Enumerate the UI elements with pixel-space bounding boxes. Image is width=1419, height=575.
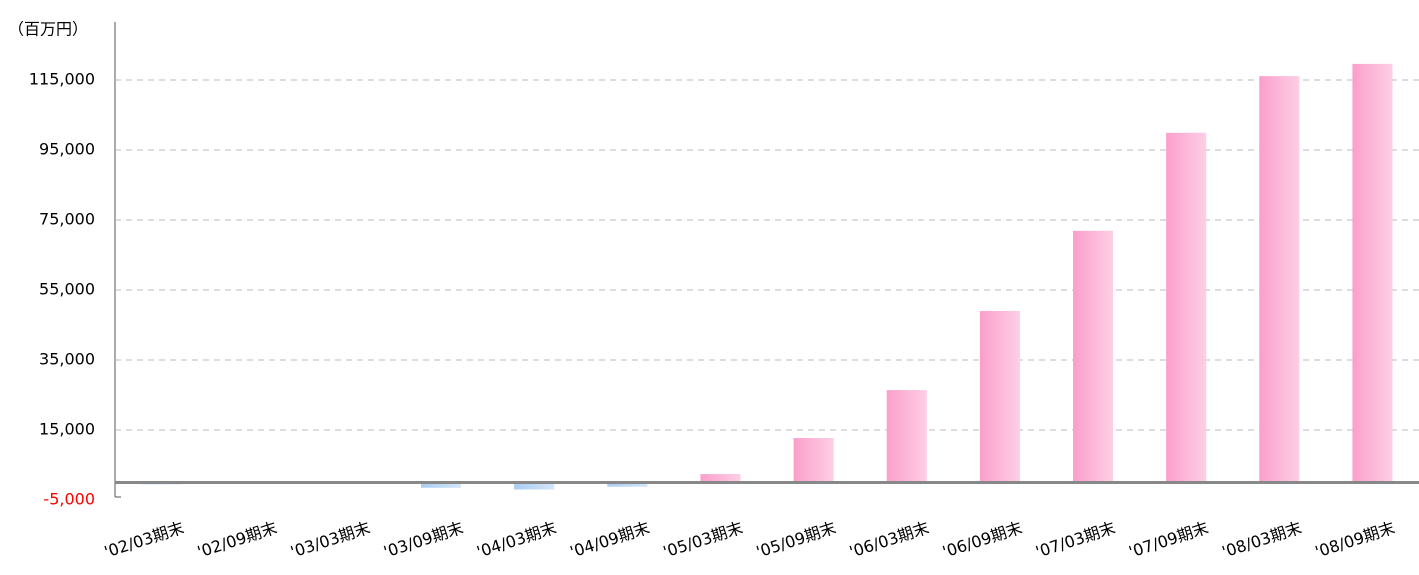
y-unit-label: （百万円） bbox=[8, 20, 88, 39]
y-tick-label: 55,000 bbox=[39, 280, 95, 299]
x-tick-label: '03/09期末 bbox=[381, 518, 465, 562]
bar-shine bbox=[514, 482, 555, 490]
bar-shine bbox=[700, 474, 741, 483]
bar-shine bbox=[1259, 76, 1300, 483]
bar-shine bbox=[421, 482, 461, 488]
x-tick-label: '06/09期末 bbox=[940, 518, 1024, 562]
x-tick-label: '07/03期末 bbox=[1033, 518, 1117, 562]
y-tick-label: -5,000 bbox=[43, 490, 95, 509]
bar-shine bbox=[886, 390, 927, 483]
x-tick-label: '08/09期末 bbox=[1313, 518, 1397, 562]
x-tick-label: '04/09期末 bbox=[568, 518, 652, 562]
bar-shine bbox=[1073, 230, 1113, 483]
y-tick-label: 115,000 bbox=[29, 70, 95, 89]
x-tick-label: '05/03期末 bbox=[661, 518, 745, 562]
bar-shine bbox=[1166, 132, 1207, 483]
x-tick-label: '07/09期末 bbox=[1126, 518, 1210, 562]
y-tick-label: 95,000 bbox=[39, 140, 95, 159]
x-tick-label: '06/03期末 bbox=[847, 518, 931, 562]
x-tick-label: '02/09期末 bbox=[195, 518, 279, 562]
x-tick-label: '03/03期末 bbox=[288, 518, 372, 562]
x-tick-label: '02/03期末 bbox=[102, 518, 186, 562]
y-tick-label: 35,000 bbox=[39, 350, 95, 369]
x-tick-label: '08/03期末 bbox=[1220, 518, 1304, 562]
bar-shine bbox=[1352, 63, 1393, 483]
bar-shine bbox=[793, 438, 834, 483]
x-tick-label: '05/09期末 bbox=[754, 518, 838, 562]
x-tick-label: '04/03期末 bbox=[474, 518, 558, 562]
bar-shine bbox=[979, 311, 1020, 483]
bar-shine bbox=[607, 482, 648, 487]
y-tick-label: 75,000 bbox=[39, 210, 95, 229]
y-tick-label: 15,000 bbox=[39, 420, 95, 439]
